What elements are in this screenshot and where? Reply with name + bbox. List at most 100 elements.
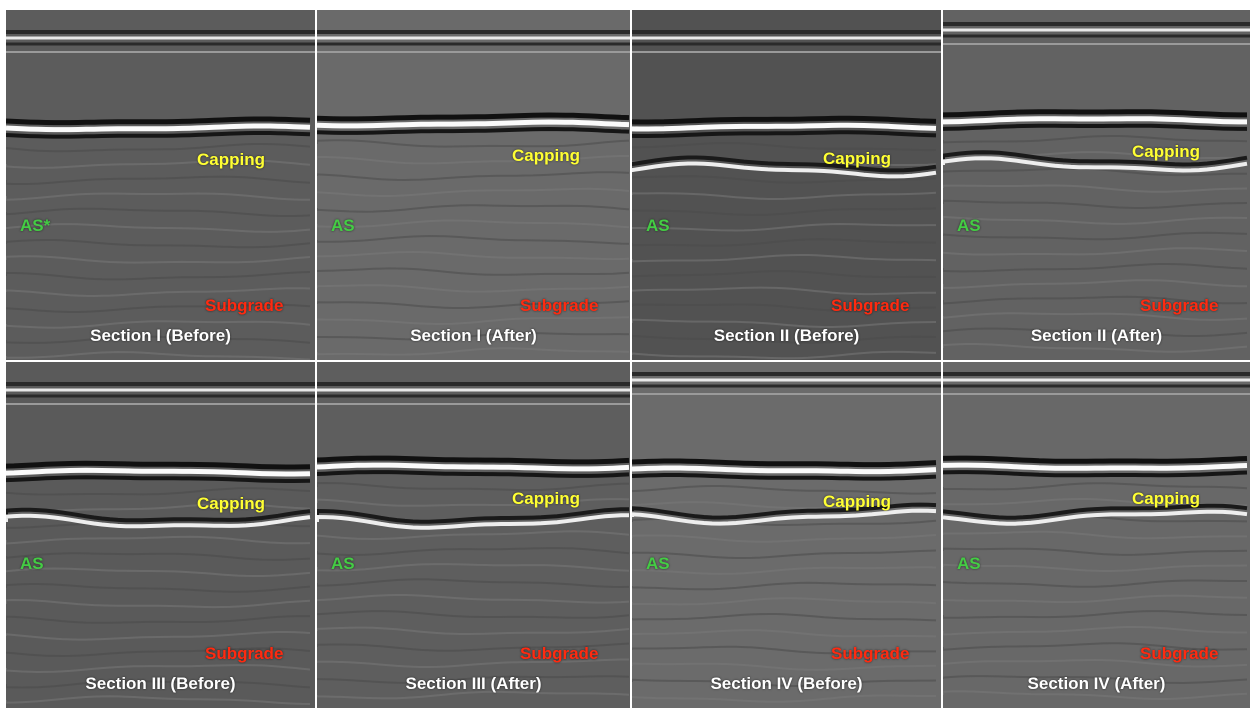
capping-reflection-dark [317,126,630,135]
panel-title: Section II (Before) [713,326,860,345]
texture-band [6,598,311,609]
texture-band [6,175,311,185]
texture-band [943,327,1248,337]
panel-title: Section III (Before) [85,674,236,693]
capping-reflection-dark [943,470,1248,478]
capping-reflection-dark [943,123,1247,131]
texture-band [317,219,630,229]
texture-band [6,680,311,689]
texture-band [6,223,311,233]
capping-label: Capping [197,494,265,513]
texture-band [632,254,937,263]
texture-band [943,530,1247,540]
radargram-panel: Capping AS Subgrade Section III (Before) [6,362,315,708]
texture-band [632,334,937,344]
texture-band [632,485,937,495]
texture-band [317,530,630,541]
capping-reflection [632,465,937,475]
texture-band [632,318,937,328]
subgrade-reflection-dark [632,502,937,520]
texture-band [943,547,1248,556]
radargram-panel: Capping AS Subgrade Section III (After) [317,362,630,708]
texture-band [632,694,936,703]
capping-label: Capping [1132,489,1200,508]
capping-reflection-dark [632,115,937,125]
capping-reflection-dark [632,130,937,138]
texture-band [943,231,1248,241]
texture-band [943,263,1248,273]
texture-band [317,331,630,341]
texture-band [943,610,1248,619]
texture-band [632,222,936,232]
texture-band [943,579,1247,588]
texture-band [317,675,630,684]
texture-band [317,284,630,293]
radargram-panel: Capping AS Subgrade Section II (Before) [632,10,941,360]
texture-band [317,250,630,261]
capping-label: Capping [823,492,891,511]
texture-band [943,594,1248,604]
as-label: AS [957,216,981,235]
texture-band [943,675,1248,685]
subgrade-reflection [632,161,937,179]
capping-reflection [6,467,311,477]
texture-band [317,139,630,148]
texture-band [632,534,937,543]
radargram-image [943,22,1250,353]
as-label: AS [331,216,355,235]
texture-band [943,482,1248,491]
capping-reflection-dark [317,470,630,478]
radargram-panel: Capping AS Subgrade Section II (After) [943,10,1250,360]
radargram-panel: Capping AS Subgrade Section IV (After) [943,362,1250,708]
texture-band [317,563,630,572]
texture-band [6,255,311,264]
subgrade-reflection [317,513,629,530]
panel-title: Section IV (Before) [710,674,863,693]
radargram-image [632,372,941,703]
capping-reflection [317,119,630,129]
capping-reflection [6,123,311,133]
capping-reflection-dark [943,109,1247,118]
texture-band [632,175,937,184]
texture-band [632,191,937,200]
radargram-image [317,382,630,700]
texture-band [317,171,630,182]
texture-band [943,199,1248,209]
texture-band [943,690,1248,700]
texture-band [317,642,630,652]
texture-band [6,207,311,217]
texture-band [6,239,311,249]
capping-reflection-dark [632,473,937,481]
texture-band [6,487,311,496]
radargram-panel: Capping AS Subgrade Section I (After) [317,10,630,360]
subgrade-label: Subgrade [520,644,599,663]
texture-band [6,192,311,201]
texture-band [317,234,630,245]
radargram-image [632,30,941,360]
capping-reflection [317,462,630,472]
capping-reflection-dark [317,455,630,465]
subgrade-reflection-dark [6,507,311,523]
texture-band [6,695,311,705]
texture-band [6,287,311,298]
panel-title: Section II (After) [1030,326,1163,345]
texture-band [6,350,311,360]
subgrade-reflection [943,509,1248,526]
panel-title: Section III (After) [405,674,542,693]
texture-band [632,597,937,606]
capping-reflection [943,116,1247,125]
texture-band [943,642,1248,651]
capping-reflection-dark [6,460,311,470]
capping-reflection [943,462,1248,471]
texture-band [943,215,1248,225]
texture-band [943,184,1248,193]
texture-band [632,645,936,655]
capping-reflection-dark [6,131,311,139]
texture-band [317,204,630,213]
texture-band [6,271,311,281]
capping-reflection [632,122,937,132]
capping-reflection-dark [943,455,1248,464]
as-label: AS [957,554,981,573]
capping-label: Capping [512,489,580,508]
texture-band [6,335,311,344]
